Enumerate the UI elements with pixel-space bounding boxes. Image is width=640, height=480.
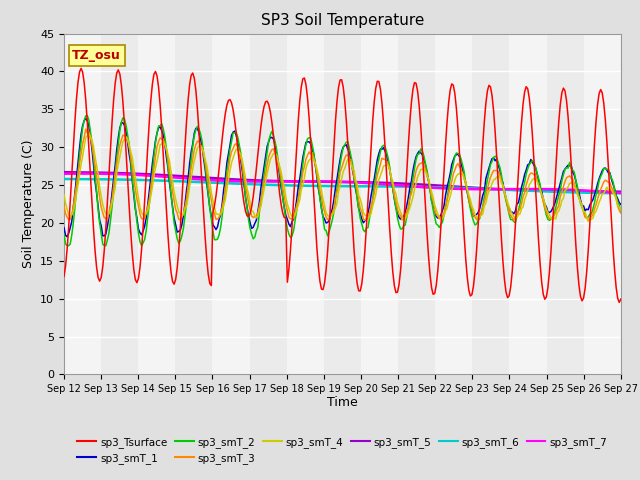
Legend: sp3_Tsurface, sp3_smT_1, sp3_smT_2, sp3_smT_3, sp3_smT_4, sp3_smT_5, sp3_smT_6, : sp3_Tsurface, sp3_smT_1, sp3_smT_2, sp3_… [73, 432, 612, 468]
Title: SP3 Soil Temperature: SP3 Soil Temperature [260, 13, 424, 28]
Bar [435, 34, 472, 374]
Bar [287, 34, 324, 374]
Bar [212, 34, 250, 374]
Bar [64, 34, 101, 374]
Bar [361, 34, 398, 374]
Y-axis label: Soil Temperature (C): Soil Temperature (C) [22, 140, 35, 268]
Bar [509, 34, 547, 374]
Bar [138, 34, 175, 374]
Text: TZ_osu: TZ_osu [72, 49, 121, 62]
Bar [584, 34, 621, 374]
X-axis label: Time: Time [327, 396, 358, 408]
